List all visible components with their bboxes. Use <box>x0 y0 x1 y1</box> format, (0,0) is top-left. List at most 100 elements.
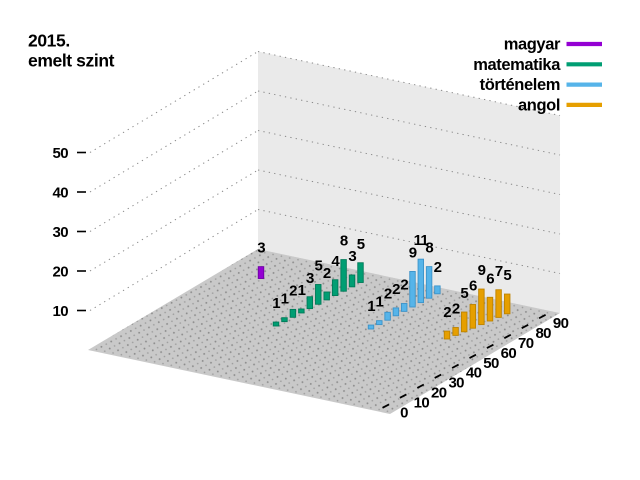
bar <box>272 321 280 327</box>
bar <box>504 293 511 315</box>
bar <box>384 311 391 321</box>
x-tick-label: 10 <box>414 395 430 412</box>
bar <box>486 296 494 322</box>
legend-item-magyar: magyar <box>504 36 602 54</box>
x-tick-mark <box>382 403 390 409</box>
x-tick-label: 40 <box>466 365 482 382</box>
x-tick-mark <box>416 383 425 389</box>
z-gridline-wall <box>257 169 561 235</box>
bar <box>306 296 313 310</box>
x-tick-label: 80 <box>535 325 551 342</box>
x-tick-label: 20 <box>431 385 447 402</box>
bar-value-label: 1 <box>272 295 280 312</box>
x-tick-label: 60 <box>501 345 517 362</box>
floor-panel <box>88 249 560 414</box>
bar-value-label: 9 <box>478 262 486 279</box>
back-wall-panel <box>258 51 560 313</box>
bar <box>434 285 441 295</box>
z-tick-label: 20 <box>53 264 69 281</box>
z-gridline-left <box>89 90 259 193</box>
bar-value-label: 5 <box>460 285 468 302</box>
bar-value-label: 3 <box>306 270 314 287</box>
chart-title-line2: emelt szint <box>28 51 115 71</box>
bar <box>443 330 451 340</box>
z-gridline-left <box>89 51 259 153</box>
z-axis: 10 20 30 40 50 <box>53 145 86 320</box>
bar-value-label: 2 <box>434 259 442 276</box>
bar-value-label: 6 <box>469 278 477 295</box>
bar <box>495 289 502 318</box>
bar-value-label: 1 <box>376 294 384 311</box>
z-gridline-left <box>89 169 259 272</box>
bar-value-label: 1 <box>298 282 306 299</box>
x-tick-label: 0 <box>400 405 408 422</box>
back-wall <box>257 51 561 313</box>
x-tick-label: 50 <box>483 355 499 372</box>
bar <box>257 266 265 279</box>
bar <box>425 266 433 299</box>
bar-value-label: 5 <box>315 258 323 275</box>
bar-series-magyar: 3 <box>257 240 266 279</box>
z-gridline-wall <box>257 209 561 274</box>
bar <box>323 291 330 301</box>
bar <box>315 284 322 305</box>
bar <box>401 303 408 312</box>
bar-series-angol: 2 25 69 6 7 5 <box>443 262 512 340</box>
z-tick-label: 10 <box>53 303 69 320</box>
legend: magyar matematika történelem angol <box>473 36 602 114</box>
bar-value-label: 5 <box>503 267 511 284</box>
z-gridline-wall <box>257 51 561 116</box>
bar <box>348 274 356 288</box>
legend-label: matematika <box>473 56 561 74</box>
bar-value-label: 4 <box>331 253 340 270</box>
legend-item-matematika: matematika <box>473 56 602 74</box>
z-tick-label: 30 <box>53 224 69 241</box>
chart-title-line1: 2015. <box>28 31 70 51</box>
bar <box>331 279 339 297</box>
x-tick-mark <box>538 314 547 320</box>
x-tick-mark <box>503 333 512 339</box>
z-tick-label: 40 <box>53 185 69 202</box>
legend-label: magyar <box>504 36 561 54</box>
bar-value-label: 1 <box>367 298 375 315</box>
bar-value-label: 9 <box>409 244 417 261</box>
x-tick-label: 70 <box>518 335 534 352</box>
x-tick-mark <box>521 324 529 329</box>
bar-value-label: 2 <box>452 301 460 318</box>
bar-value-label: 1 <box>281 291 289 308</box>
bar-value-label: 11 <box>414 232 429 249</box>
bar <box>357 262 364 283</box>
z-gridline-wall <box>257 90 561 156</box>
bar <box>452 327 459 336</box>
x-tick-label: 90 <box>553 315 569 332</box>
bar-value-label: 5 <box>357 236 365 253</box>
bar-value-label: 3 <box>257 240 265 257</box>
bar <box>417 258 424 304</box>
legend-label: angol <box>518 96 560 114</box>
bar-value-label: 2 <box>323 265 331 282</box>
floor-plane <box>88 249 560 414</box>
x-tick-mark <box>486 343 494 349</box>
x-tick-label: 30 <box>448 375 464 392</box>
bar-value-label: 8 <box>425 240 433 257</box>
bar <box>392 307 400 317</box>
x-tick-mark <box>451 363 460 369</box>
bar <box>469 304 476 329</box>
bar-value-label: 8 <box>340 233 348 250</box>
bar-value-label: 2 <box>384 285 392 302</box>
x-tick-mark <box>469 353 477 359</box>
x-tick-mark <box>399 393 407 399</box>
bar-value-label: 2 <box>400 277 408 294</box>
bar <box>461 311 468 333</box>
bar <box>478 288 485 326</box>
bar <box>340 259 347 292</box>
bar <box>298 308 305 314</box>
bar-value-label: 2 <box>289 282 297 299</box>
z-gridline-wall <box>257 130 561 195</box>
